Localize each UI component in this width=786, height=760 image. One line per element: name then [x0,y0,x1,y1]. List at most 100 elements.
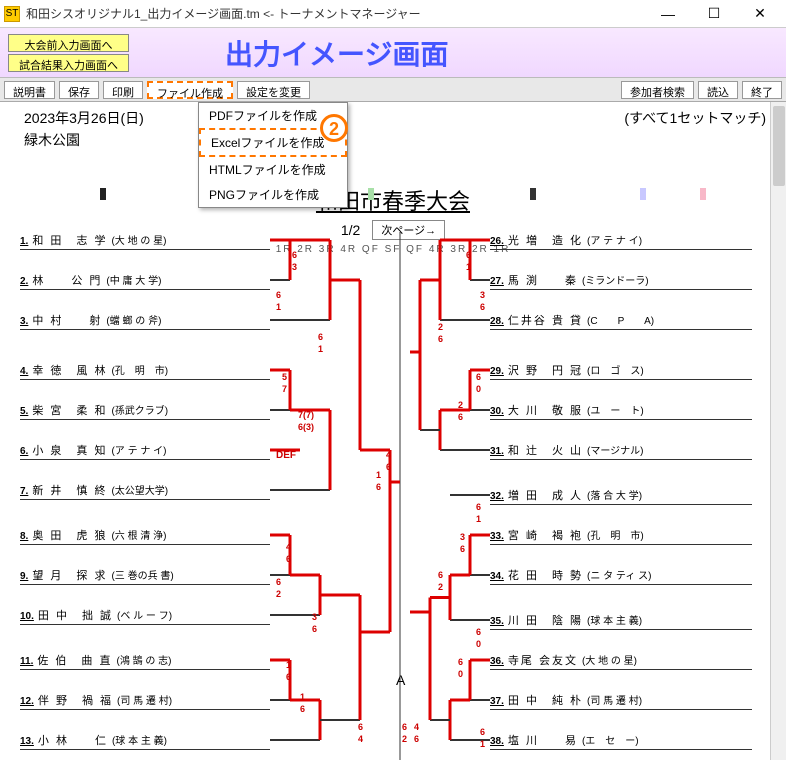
player-row: 31.和 辻 火 山(マージナル) [490,442,752,460]
score-label: 6 [376,482,381,492]
player-row: 33.宮 崎 褐 袍(孔 明 市) [490,527,752,545]
score-label: 2 [276,589,281,599]
exit-button[interactable]: 終了 [742,81,782,99]
score-label: 4 [414,722,419,732]
score-label: 1 [476,514,481,524]
player-row: 35.川 田 陰 陽(球 本 主 義) [490,612,752,630]
score-label: 6 [476,502,481,512]
score-label: 1 [318,344,323,354]
bracket-area: A 1.和 田 志 学(大 地 の 星) 2.林 公 門(中 庸 大 学) 3.中 … [0,232,770,760]
score-label: 5 [282,372,287,382]
player-row: 4.幸 徳 風 林(孔 明 市) [20,362,270,380]
player-row: 9.望 月 探 求(三 巻の兵 書) [20,567,270,585]
score-label: 1 [376,470,381,480]
score-label: 6 [276,290,281,300]
player-row: 26.光 増 造 化(ア テ ナ イ) [490,232,752,250]
event-date: 2023年3月26日(日) [24,108,144,128]
score-label: 6 [402,722,407,732]
vertical-scrollbar[interactable] [770,102,786,760]
score-label: 0 [476,384,481,394]
search-button[interactable]: 参加者検索 [621,81,694,99]
score-label: 6 [476,627,481,637]
maximize-button[interactable]: ☐ [692,2,736,26]
app-icon: ST [4,6,20,22]
score-label: 6 [358,722,363,732]
file-create-button[interactable]: ファイル作成 [147,81,233,99]
score-label: 6 [476,372,481,382]
toolbar: 説明書 保存 印刷 ファイル作成 設定を変更 参加者検索 読込 終了 [0,78,786,102]
score-label: 6 [300,704,305,714]
player-row: 36.寺尾 会友文(大 地 の 星) [490,652,752,670]
window-titlebar: ST 和田シスオリジナル1_出力イメージ画面.tm <- トーナメントマネージャ… [0,0,786,28]
player-row: 10.田 中 拙 誠(ベ ル ー フ) [20,607,270,625]
match-format: (すべて1セットマッチ) [624,108,766,128]
score-label: 6 [458,657,463,667]
score-label: 6 [312,624,317,634]
score-label: DEF [276,450,296,461]
player-row: 3.中 村 射(蟷 螂 の 斧) [20,312,270,330]
score-label: 4 [358,734,363,744]
score-label: 6 [480,727,485,737]
score-label: 7(7) [298,410,314,420]
score-label: 6 [438,334,443,344]
score-label: 0 [476,639,481,649]
group-label: A [396,672,405,688]
score-label: 7 [282,384,287,394]
save-button[interactable]: 保存 [59,81,99,99]
player-row: 1.和 田 志 学(大 地 の 星) [20,232,270,250]
dropdown-html[interactable]: HTMLファイルを作成 [199,157,347,182]
score-label: 1 [300,692,305,702]
dropdown-png[interactable]: PNGファイルを作成 [199,182,347,207]
event-venue: 緑木公園 [0,130,786,154]
score-label: 6 [458,412,463,422]
content-area: PDFファイルを作成 Excelファイルを作成 HTMLファイルを作成 PNGフ… [0,102,786,760]
score-label: 6 [414,734,419,744]
score-label: 6 [438,570,443,580]
score-label: 2 [438,322,443,332]
nav-pre-input-button[interactable]: 大会前入力画面へ [8,34,129,52]
score-label: 2 [438,582,443,592]
score-label: 1 [480,739,485,749]
score-label: 0 [458,669,463,679]
score-label: 6 [460,544,465,554]
score-label: 2 [402,734,407,744]
score-label: 2 [458,400,463,410]
nav-result-input-button[interactable]: 試合結果入力画面へ [8,54,129,72]
player-row: 29.沢 野 円 冠(ロ ゴ ス) [490,362,752,380]
player-row: 34.花 田 時 勢(ニ タ ティ ス) [490,567,752,585]
score-label: 6(3) [298,422,314,432]
score-label: 6 [466,250,471,260]
score-label: 4 [286,542,291,552]
player-row: 7.新 井 慎 終(太公望大学) [20,482,270,500]
player-row: 12.伴 野 禍 福(司 馬 遷 村) [20,692,270,710]
player-row: 28.仁井谷 貴 貸(C P A) [490,312,752,330]
header-strip: 大会前入力画面へ 試合結果入力画面へ 出力イメージ画面 [0,28,786,78]
player-row: 11.佐 伯 曲 直(鴻 鵠 の 志) [20,652,270,670]
settings-button[interactable]: 設定を変更 [237,81,310,99]
score-label: 6 [318,332,323,342]
load-button[interactable]: 読込 [698,81,738,99]
score-label: 1 [276,302,281,312]
minimize-button[interactable]: — [646,2,690,26]
score-label: 6 [386,462,391,472]
close-button[interactable]: ✕ [738,2,782,26]
print-button[interactable]: 印刷 [103,81,143,99]
player-row: 2.林 公 門(中 庸 大 学) [20,272,270,290]
scroll-thumb[interactable] [773,106,785,186]
manual-button[interactable]: 説明書 [4,81,55,99]
score-label: 6 [480,302,485,312]
score-label: 6 [286,554,291,564]
score-label: 4 [386,450,391,460]
score-label: 3 [312,612,317,622]
score-label: 3 [292,262,297,272]
player-row: 37.田 中 純 朴(司 馬 遷 村) [490,692,752,710]
player-row: 27.馬 渕 秦(ミランドーラ) [490,272,752,290]
player-row: 6.小 泉 真 知(ア テ ナ イ) [20,442,270,460]
color-markers [0,188,786,200]
score-label: 3 [480,290,485,300]
player-row: 30.大 川 敬 服(ユ ー ト) [490,402,752,420]
player-row: 8.奥 田 虎 狼(六 根 清 浄) [20,527,270,545]
score-label: 1 [286,660,291,670]
score-label: 6 [292,250,297,260]
score-label: 1 [466,262,471,272]
